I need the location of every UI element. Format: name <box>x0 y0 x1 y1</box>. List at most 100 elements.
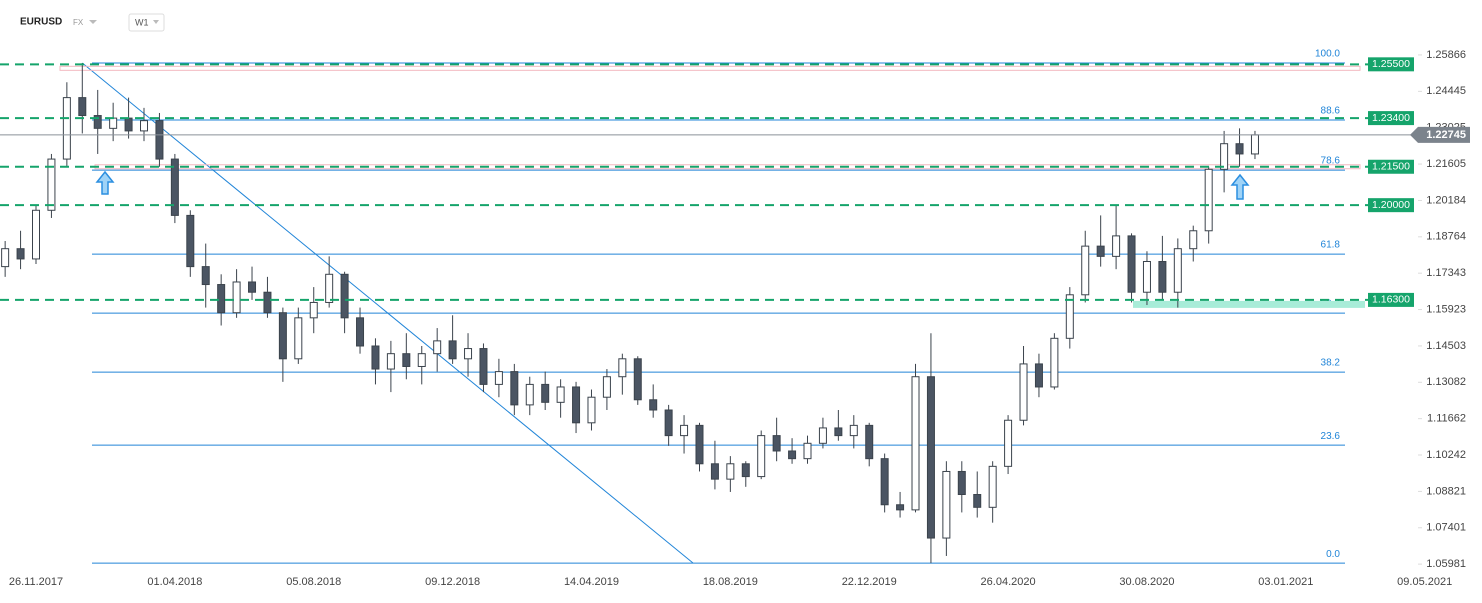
candle-body <box>1220 143 1229 170</box>
y-tick-label: 1.18764 <box>1426 231 1466 243</box>
y-tick-label: 1.17343 <box>1426 267 1466 279</box>
candle-body <box>618 358 627 378</box>
candle-body <box>1189 230 1198 250</box>
interval-box[interactable] <box>128 13 165 32</box>
fib-label: 38.2 <box>1321 358 1341 369</box>
candle-body <box>278 312 287 360</box>
candle-body <box>572 386 581 424</box>
candle-body <box>325 273 334 303</box>
fib-label: 100.0 <box>1315 49 1340 60</box>
candle-body <box>1158 260 1167 293</box>
candle-body <box>386 353 395 370</box>
candle-body <box>232 281 241 314</box>
candle-body <box>726 463 735 480</box>
fib-label: 0.0 <box>1326 549 1340 560</box>
level-label-box <box>1368 159 1414 174</box>
candle-body <box>309 301 318 319</box>
resistance-zone <box>59 65 1361 71</box>
current-price-box <box>1410 126 1470 143</box>
y-tick-label: 1.20184 <box>1426 194 1466 206</box>
candle-body <box>62 97 71 160</box>
x-tick-label: 09.12.2018 <box>425 576 480 588</box>
candle-body <box>896 504 905 511</box>
candle-body <box>1019 363 1028 421</box>
candle-body <box>649 399 658 411</box>
candle-body <box>1112 235 1121 257</box>
support-zone <box>1133 300 1365 308</box>
y-tick-label: 1.10242 <box>1426 449 1466 461</box>
candle-body <box>942 470 951 539</box>
candle-body <box>926 376 935 539</box>
candle-body <box>911 376 920 511</box>
candle-body <box>340 273 349 319</box>
y-tick-label: 1.13082 <box>1426 376 1466 388</box>
candle-body <box>1235 143 1244 155</box>
candle-body <box>633 358 642 401</box>
y-tick-label: 1.14503 <box>1426 340 1466 352</box>
fib-label: 78.6 <box>1321 156 1341 167</box>
level-label-box <box>1368 292 1414 307</box>
x-tick-label: 30.08.2020 <box>1119 576 1174 588</box>
plot: 1.258661.244451.230251.216051.201841.187… <box>0 49 1470 588</box>
candle-body <box>1034 363 1043 388</box>
market: FX <box>73 18 84 27</box>
candle-body <box>803 442 812 460</box>
candle-body <box>170 158 179 216</box>
candle-body <box>510 371 519 406</box>
candle-body <box>1004 419 1013 467</box>
interval[interactable]: W1 <box>135 17 149 27</box>
candle-body <box>16 248 25 260</box>
y-tick-label: 1.24445 <box>1426 85 1466 97</box>
candle-body <box>957 470 966 496</box>
y-tick-label: 1.11662 <box>1427 413 1466 425</box>
interval-dropdown[interactable] <box>153 20 159 24</box>
candle-body <box>849 424 858 437</box>
candle-body <box>741 463 750 478</box>
candle-body <box>1065 294 1074 339</box>
candle-body <box>109 117 118 129</box>
candle-body <box>695 424 704 465</box>
candle-body <box>1173 248 1182 293</box>
candle-body <box>217 284 226 314</box>
candle-body <box>772 435 781 452</box>
level-label-box <box>1368 111 1414 126</box>
y-tick-label: 1.15923 <box>1426 303 1466 315</box>
current-price-label: 1.22745 <box>1426 129 1466 141</box>
candle-body <box>1127 235 1136 293</box>
symbol[interactable]: EURUSD <box>20 17 62 28</box>
candle-body <box>525 383 534 406</box>
candle-body <box>186 214 195 268</box>
candle-body <box>1 248 10 268</box>
candle-body <box>834 427 843 437</box>
fib-label: 23.6 <box>1321 431 1341 442</box>
y-tick-label: 1.21605 <box>1426 158 1466 170</box>
candle-body <box>541 383 550 403</box>
candle-body <box>47 158 56 211</box>
y-tick-label: 1.25866 <box>1426 49 1466 61</box>
y-tick-label: 1.08821 <box>1426 485 1466 497</box>
x-tick-label: 22.12.2019 <box>842 576 897 588</box>
fib-label: 61.8 <box>1321 240 1341 251</box>
symbol-dropdown[interactable] <box>89 20 97 24</box>
candle-body <box>494 371 503 385</box>
candle-body <box>248 281 257 293</box>
candle-body <box>124 117 133 132</box>
candle-body <box>664 409 673 437</box>
x-tick-label: 09.05.2021 <box>1397 576 1452 588</box>
candle-body <box>1250 134 1259 155</box>
candle-body <box>1096 245 1105 257</box>
candle-body <box>1081 245 1090 296</box>
candle-body <box>556 386 565 403</box>
candle-body <box>448 340 457 360</box>
candle-body <box>680 424 689 437</box>
candle-body <box>587 396 596 424</box>
y-tick-label: 1.05981 <box>1426 558 1466 570</box>
candle-body <box>1050 337 1059 388</box>
level-label-box <box>1368 198 1414 213</box>
candle-body <box>155 120 164 160</box>
candle-body <box>880 458 889 506</box>
level-label: 1.20000 <box>1372 199 1410 211</box>
candle-body <box>818 427 827 444</box>
level-label: 1.23400 <box>1372 112 1410 124</box>
